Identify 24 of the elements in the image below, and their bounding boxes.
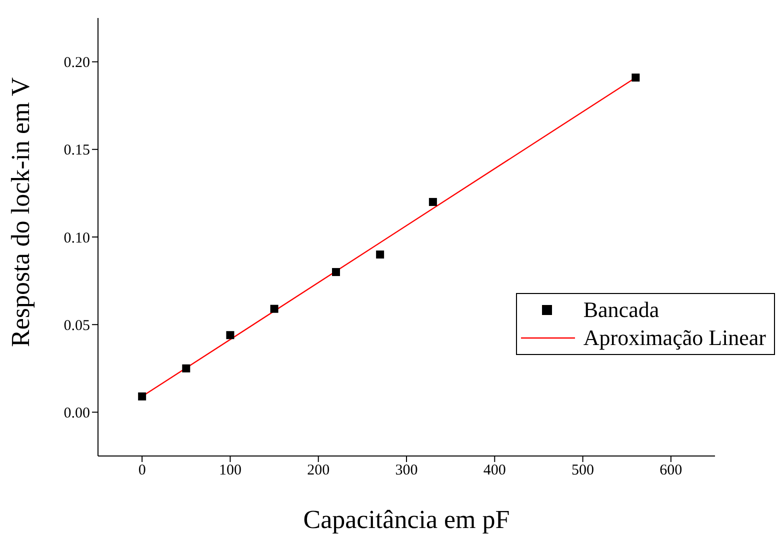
point xyxy=(270,304,278,313)
legend-label: Bancada xyxy=(583,296,660,324)
point xyxy=(632,74,640,82)
y-tick-label: 0.10 xyxy=(64,230,90,246)
y-tick-label: 0.20 xyxy=(64,55,90,72)
x-tick-label: 400 xyxy=(483,462,506,479)
y-tick-label: 0.15 xyxy=(64,142,90,159)
x-tick-label: 600 xyxy=(660,462,682,479)
x-tick-label: 100 xyxy=(218,462,242,479)
x-axis-title: Capacitância em pF xyxy=(303,505,510,534)
y-tick-label: 0.05 xyxy=(64,318,90,334)
point xyxy=(182,364,190,372)
legend-label: Aproximação Linear xyxy=(583,324,766,352)
point xyxy=(376,250,384,259)
point xyxy=(428,198,437,206)
point xyxy=(226,331,234,340)
point xyxy=(138,392,146,400)
y-axis-title: Resposta do lock-in em V xyxy=(6,77,36,347)
point xyxy=(332,268,340,276)
x-tick-label: 300 xyxy=(395,462,418,479)
x-tick-label: 500 xyxy=(572,462,594,479)
x-tick-label: 0 xyxy=(138,462,146,479)
x-tick-label: 200 xyxy=(307,462,330,479)
y-tick-label: 0.00 xyxy=(64,406,90,422)
